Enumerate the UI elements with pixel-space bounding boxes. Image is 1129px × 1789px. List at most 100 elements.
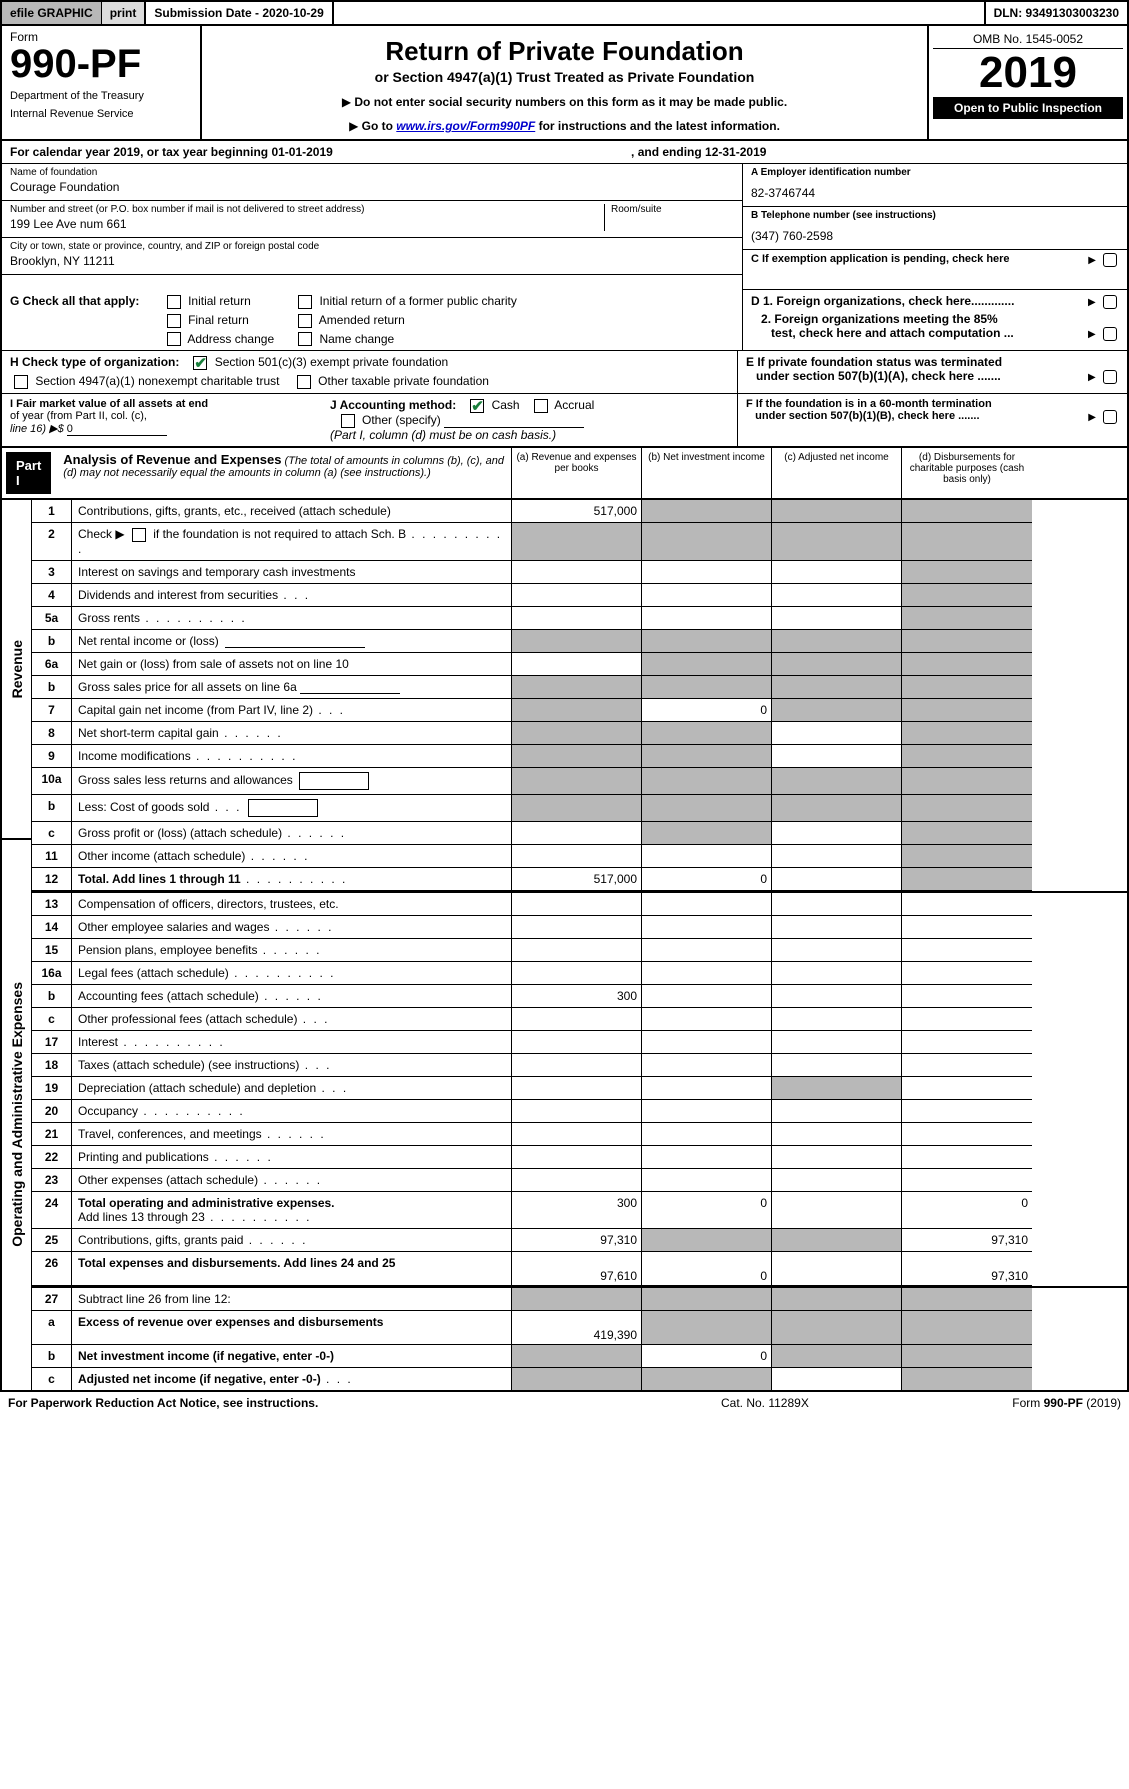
- col-a-head: (a) Revenue and expenses per books: [512, 448, 642, 498]
- dln: DLN: 93491303003230: [984, 2, 1127, 24]
- form-header: Form 990-PF Department of the Treasury I…: [0, 26, 1129, 141]
- year-end: , and ending 12-31-2019: [631, 145, 766, 159]
- checkbox-cash[interactable]: [470, 399, 484, 413]
- row-6a: 6a Net gain or (loss) from sale of asset…: [32, 653, 1127, 676]
- checkbox-other-method[interactable]: [341, 414, 355, 428]
- col-d-head: (d) Disbursements for charitable purpose…: [902, 448, 1032, 498]
- checkbox-amended[interactable]: [298, 314, 312, 328]
- row-27a: a Excess of revenue over expenses and di…: [32, 1311, 1127, 1345]
- i-cell: I Fair market value of all assets at end…: [2, 394, 322, 446]
- checkbox-name-change[interactable]: [298, 332, 312, 346]
- phone-cell: B Telephone number (see instructions) (3…: [743, 207, 1127, 250]
- efile-label: efile GRAPHIC: [2, 2, 101, 24]
- row-14: 14 Other employee salaries and wages: [32, 916, 1127, 939]
- part1-table: Part I Analysis of Revenue and Expenses …: [0, 448, 1129, 1392]
- dept: Department of the Treasury: [10, 90, 192, 102]
- row-3: 3 Interest on savings and temporary cash…: [32, 561, 1127, 584]
- h-label: H Check type of organization:: [10, 355, 179, 369]
- revenue-side-label: Revenue: [5, 632, 29, 706]
- footer-mid: Cat. No. 11289X: [721, 1396, 921, 1410]
- submission-date: Submission Date - 2020-10-29: [144, 2, 333, 24]
- footer: For Paperwork Reduction Act Notice, see …: [0, 1392, 1129, 1414]
- row-16b: b Accounting fees (attach schedule) 300: [32, 985, 1127, 1008]
- j-cell: J Accounting method: Cash Accrual Other …: [322, 394, 737, 446]
- col-b-head: (b) Net investment income: [642, 448, 772, 498]
- checkbox-initial-public[interactable]: [298, 295, 312, 309]
- row-27c: c Adjusted net income (if negative, ente…: [32, 1368, 1127, 1390]
- header-left: Form 990-PF Department of the Treasury I…: [2, 26, 202, 139]
- title-main: Return of Private Foundation: [212, 36, 917, 67]
- info-block: Name of foundation Courage Foundation Nu…: [0, 164, 1129, 290]
- footer-right: Form 990-PF (2019): [921, 1396, 1121, 1410]
- note-2: Go to www.irs.gov/Form990PF for instruct…: [212, 119, 917, 133]
- row-15: 15 Pension plans, employee benefits: [32, 939, 1127, 962]
- row-2: 2 Check ▶ if the foundation is not requi…: [32, 523, 1127, 561]
- exemption-pending: C If exemption application is pending, c…: [743, 250, 1127, 290]
- row-17: 17 Interest: [32, 1031, 1127, 1054]
- foundation-name-cell: Name of foundation Courage Foundation: [2, 164, 742, 201]
- row-10c: c Gross profit or (loss) (attach schedul…: [32, 822, 1127, 845]
- col-c-head: (c) Adjusted net income: [772, 448, 902, 498]
- row-20: 20 Occupancy: [32, 1100, 1127, 1123]
- checkbox-d1[interactable]: [1103, 295, 1117, 309]
- g-d-row: G Check all that apply: Initial return I…: [0, 290, 1129, 351]
- row-22: 22 Printing and publications: [32, 1146, 1127, 1169]
- row-10a: 10a Gross sales less returns and allowan…: [32, 768, 1127, 795]
- print-label: print: [101, 2, 145, 24]
- checkbox-final-return[interactable]: [167, 314, 181, 328]
- checkbox-address-change[interactable]: [167, 332, 181, 346]
- h-e-row: H Check type of organization: Section 50…: [0, 351, 1129, 394]
- checkbox-d2[interactable]: [1103, 327, 1117, 341]
- checkbox-initial-return[interactable]: [167, 295, 181, 309]
- title-sub: or Section 4947(a)(1) Trust Treated as P…: [212, 69, 917, 85]
- checkbox-c[interactable]: [1103, 253, 1117, 267]
- row-9: 9 Income modifications: [32, 745, 1127, 768]
- row-12: 12 Total. Add lines 1 through 11 517,000…: [32, 868, 1127, 893]
- tax-year: 2019: [933, 49, 1123, 97]
- row-21: 21 Travel, conferences, and meetings: [32, 1123, 1127, 1146]
- checkbox-f[interactable]: [1103, 410, 1117, 424]
- year-begin: For calendar year 2019, or tax year begi…: [10, 145, 631, 159]
- checkbox-501c3[interactable]: [193, 356, 207, 370]
- checkbox-sch-b[interactable]: [132, 528, 146, 542]
- row-26: 26 Total expenses and disbursements. Add…: [32, 1252, 1127, 1288]
- checkbox-e[interactable]: [1103, 370, 1117, 384]
- calendar-year-row: For calendar year 2019, or tax year begi…: [0, 141, 1129, 164]
- row-6b: b Gross sales price for all assets on li…: [32, 676, 1127, 699]
- irs: Internal Revenue Service: [10, 108, 192, 120]
- g-label: G Check all that apply:: [10, 294, 139, 308]
- checkbox-4947[interactable]: [14, 375, 28, 389]
- row-24: 24 Total operating and administrative ex…: [32, 1192, 1127, 1229]
- row-5a: 5a Gross rents: [32, 607, 1127, 630]
- top-bar: efile GRAPHIC print Submission Date - 20…: [0, 0, 1129, 26]
- city-cell: City or town, state or province, country…: [2, 238, 742, 275]
- row-10b: b Less: Cost of goods sold: [32, 795, 1127, 822]
- open-public: Open to Public Inspection: [933, 97, 1123, 119]
- row-27b: b Net investment income (if negative, en…: [32, 1345, 1127, 1368]
- row-8: 8 Net short-term capital gain: [32, 722, 1127, 745]
- ein-cell: A Employer identification number 82-3746…: [743, 164, 1127, 207]
- row-23: 23 Other expenses (attach schedule): [32, 1169, 1127, 1192]
- header-right: OMB No. 1545-0052 2019 Open to Public In…: [927, 26, 1127, 139]
- ijf-row: I Fair market value of all assets at end…: [0, 394, 1129, 448]
- expenses-side-label: Operating and Administrative Expenses: [5, 974, 29, 1255]
- footer-left: For Paperwork Reduction Act Notice, see …: [8, 1396, 721, 1410]
- note-1: Do not enter social security numbers on …: [212, 95, 917, 109]
- spacer: [334, 2, 984, 24]
- form-number: 990-PF: [10, 44, 192, 84]
- part1-header: Part I Analysis of Revenue and Expenses …: [2, 448, 1127, 500]
- row-19: 19 Depreciation (attach schedule) and de…: [32, 1077, 1127, 1100]
- row-18: 18 Taxes (attach schedule) (see instruct…: [32, 1054, 1127, 1077]
- row-25: 25 Contributions, gifts, grants paid 97,…: [32, 1229, 1127, 1252]
- form-link[interactable]: www.irs.gov/Form990PF: [396, 119, 535, 133]
- row-1: 1 Contributions, gifts, grants, etc., re…: [32, 500, 1127, 523]
- omb: OMB No. 1545-0052: [933, 30, 1123, 49]
- row-5b: b Net rental income or (loss): [32, 630, 1127, 653]
- checkbox-other-taxable[interactable]: [297, 375, 311, 389]
- checkbox-accrual[interactable]: [534, 399, 548, 413]
- address-cell: Number and street (or P.O. box number if…: [2, 201, 742, 238]
- row-27: 27 Subtract line 26 from line 12:: [32, 1288, 1127, 1311]
- part1-head-text: Analysis of Revenue and Expenses (The to…: [59, 448, 511, 498]
- part1-badge: Part I: [6, 452, 51, 494]
- row-11: 11 Other income (attach schedule): [32, 845, 1127, 868]
